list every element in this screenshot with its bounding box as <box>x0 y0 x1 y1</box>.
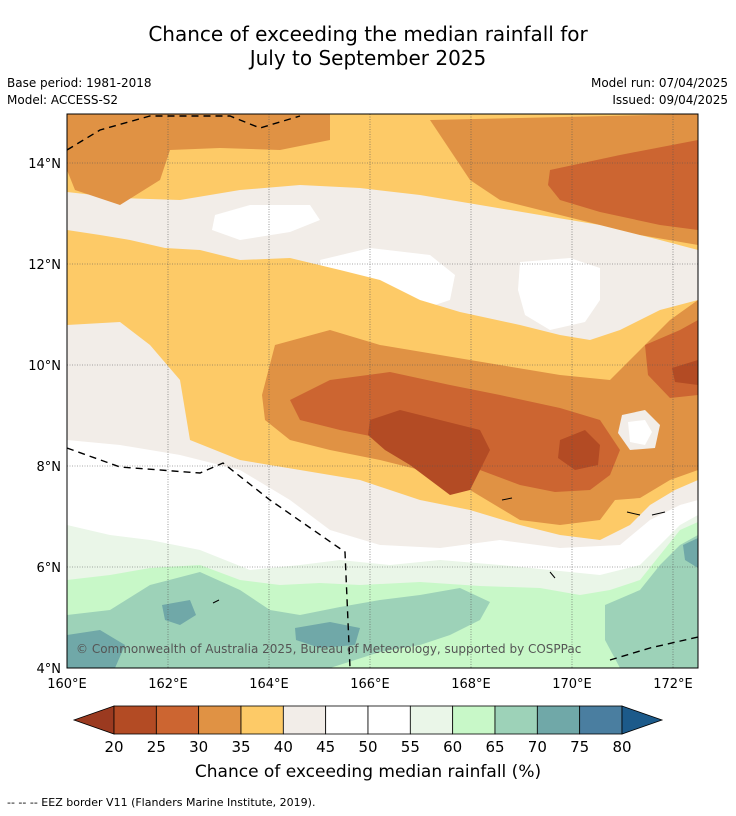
field-70-75-right <box>683 538 698 568</box>
field-70-75-mid <box>295 622 360 648</box>
colorbar <box>72 705 664 735</box>
field-pocket-right-inner <box>628 420 652 445</box>
lon-label: 168°E <box>451 677 491 692</box>
colorbar-tick-label: 55 <box>401 738 420 756</box>
lat-label: 12°N <box>28 258 61 273</box>
colorbar-segment <box>579 705 623 735</box>
colorbar-ticks: 20 25 30 35 40 45 50 55 60 65 70 75 80 <box>104 738 631 756</box>
lon-label: 166°E <box>350 677 390 692</box>
field-65-70 <box>67 572 490 668</box>
lat-label: 14°N <box>28 157 61 172</box>
colorbar-tick-label: 40 <box>274 738 293 756</box>
colorbar-tick-label: 45 <box>316 738 335 756</box>
lon-label: 172°E <box>653 677 693 692</box>
lat-label: 10°N <box>28 359 61 374</box>
field-45-55-right <box>518 258 600 330</box>
colorbar-tick-label: 25 <box>147 738 166 756</box>
lon-labels: 160°E 162°E 164°E 166°E 168°E 170°E 172°… <box>47 677 693 692</box>
colorbar-tick-label: 20 <box>104 738 123 756</box>
colorbar-tick-label: 70 <box>528 738 547 756</box>
colorbar-segment <box>536 705 581 735</box>
lon-label: 160°E <box>47 677 87 692</box>
title-line-2: July to September 2025 <box>249 46 487 70</box>
colorbar-tick-label: 75 <box>570 738 589 756</box>
colorbar-tick-label: 60 <box>443 738 462 756</box>
colorbar-segment <box>282 705 327 735</box>
map-field <box>67 114 698 668</box>
colorbar-segment <box>452 705 496 735</box>
colorbar-segment <box>494 705 538 735</box>
field-20-25-right <box>558 430 600 470</box>
model-name: Model: ACCESS-S2 <box>7 93 119 107</box>
islands <box>212 497 666 604</box>
colorbar-segment <box>155 705 200 735</box>
plot-frame <box>66 113 699 669</box>
lon-label: 170°E <box>552 677 592 692</box>
field-25-30-topright <box>548 140 698 230</box>
lon-label: 162°E <box>148 677 188 692</box>
meta-left: Base period: 1981-2018 Model: ACCESS-S2 <box>7 75 152 109</box>
lat-labels: 14°N 12°N 10°N 8°N 6°N 4°N <box>28 157 61 677</box>
eez-border <box>67 115 698 668</box>
field-60-65-strip <box>570 626 600 633</box>
colorbar-arrow-high <box>621 705 664 735</box>
colorbar-segment <box>409 705 454 735</box>
meta-right: Model run: 07/04/2025 Issued: 09/04/2025 <box>591 75 728 109</box>
field-70-75-left <box>67 630 125 668</box>
colorbar-arrow-low <box>72 705 115 735</box>
copyright-text: © Commonwealth of Australia 2025, Bureau… <box>76 642 581 656</box>
field-20-25-center <box>368 410 490 495</box>
colorbar-segment <box>325 705 369 735</box>
lat-label: 6°N <box>37 561 62 576</box>
lon-label: 164°E <box>249 677 289 692</box>
lat-label: 8°N <box>37 460 62 475</box>
colorbar-tick-label: 50 <box>358 738 377 756</box>
colorbar-segment <box>113 705 157 735</box>
issued-date: Issued: 09/04/2025 <box>612 93 728 107</box>
field-45-55-upper <box>212 205 320 240</box>
field-20-right-edge <box>672 360 698 385</box>
colorbar-tick-label: 80 <box>612 738 631 756</box>
field-70-75-small <box>162 600 196 625</box>
model-run: Model run: 07/04/2025 <box>590 76 728 90</box>
colorbar-tick-label: 30 <box>189 738 208 756</box>
title-line-1: Chance of exceeding the median rainfall … <box>148 22 588 46</box>
field-65-70-right <box>605 535 698 668</box>
colorbar-title: Chance of exceeding median rainfall (%) <box>194 762 542 782</box>
colorbar-segment <box>240 705 284 735</box>
base-period: Base period: 1981-2018 <box>7 76 152 90</box>
field-30-35-top <box>67 114 330 205</box>
map-title: Chance of exceeding the median rainfall … <box>0 22 736 70</box>
colorbar-segment <box>367 705 411 735</box>
colorbar-tick-label: 65 <box>485 738 504 756</box>
colorbar-tick-label: 35 <box>231 738 250 756</box>
lat-label: 4°N <box>37 662 62 677</box>
colorbar-segment <box>198 705 242 735</box>
footer-note: -- -- -- EEZ border V11 (Flanders Marine… <box>7 796 316 809</box>
graticule <box>67 114 698 668</box>
field-45-55-mid <box>320 248 455 310</box>
